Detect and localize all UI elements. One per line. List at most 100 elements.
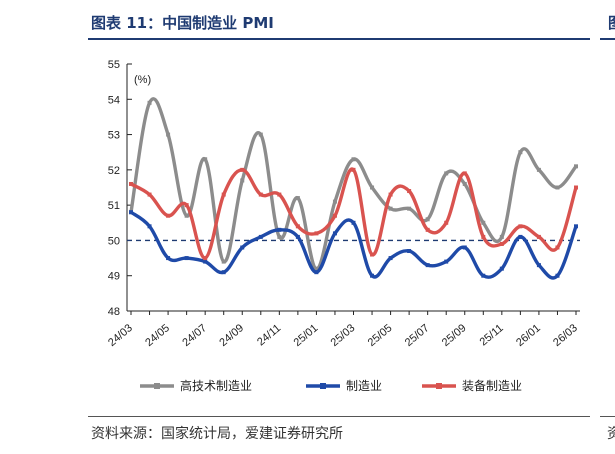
series-lines — [129, 97, 578, 280]
x-tick-label: 24/11 — [255, 322, 283, 348]
data-point-high-tech-manufacturing — [221, 259, 226, 264]
data-point-manufacturing — [277, 227, 282, 232]
data-point-equipment-manufacturing — [184, 203, 189, 208]
data-point-manufacturing — [147, 224, 152, 229]
x-tick-label: 24/03 — [106, 322, 135, 349]
data-point-high-tech-manufacturing — [184, 213, 189, 218]
source-rule — [88, 416, 590, 417]
data-point-high-tech-manufacturing — [295, 196, 300, 201]
y-tick-label: 53 — [108, 130, 120, 142]
data-point-high-tech-manufacturing — [499, 234, 504, 239]
data-point-manufacturing — [240, 245, 245, 250]
x-tick-label: 25/03 — [329, 322, 358, 349]
data-point-equipment-manufacturing — [332, 213, 337, 218]
data-point-high-tech-manufacturing — [258, 132, 263, 137]
x-tick-label: 25/07 — [403, 322, 432, 349]
data-point-manufacturing — [370, 273, 375, 278]
data-point-equipment-manufacturing — [407, 189, 412, 194]
data-point-high-tech-manufacturing — [332, 199, 337, 204]
legend-label-manufacturing: 制造业 — [346, 379, 382, 393]
data-point-manufacturing — [295, 234, 300, 239]
legend-marker-manufacturing — [320, 383, 326, 389]
data-point-high-tech-manufacturing — [444, 171, 449, 176]
data-point-equipment-manufacturing — [370, 252, 375, 257]
data-point-manufacturing — [444, 259, 449, 264]
data-point-manufacturing — [258, 234, 263, 239]
legend-label-equipment-manufacturing: 装备制造业 — [462, 379, 522, 393]
x-tick-label: 24/09 — [217, 322, 246, 349]
legend: 高技术制造业 制造业 装备制造业 — [140, 378, 522, 393]
y-tick-label: 54 — [108, 94, 120, 106]
y-axis-unit-label: (%) — [134, 74, 151, 86]
y-tick-label: 49 — [108, 271, 120, 283]
data-point-equipment-manufacturing — [203, 256, 208, 261]
data-point-equipment-manufacturing — [518, 224, 523, 229]
x-tick-label: 25/05 — [366, 322, 395, 349]
source-note: 资料来源：国家统计局，爱建证券研究所 — [91, 426, 343, 442]
data-point-equipment-manufacturing — [166, 213, 171, 218]
data-point-manufacturing — [351, 220, 356, 225]
data-point-high-tech-manufacturing — [240, 178, 245, 183]
x-tick-label: 25/11 — [478, 322, 506, 348]
data-point-high-tech-manufacturing — [277, 234, 282, 239]
y-tick-label: 48 — [108, 306, 120, 318]
data-point-equipment-manufacturing — [388, 192, 393, 197]
next-figure-source-rule — [600, 416, 615, 417]
data-point-equipment-manufacturing — [129, 181, 133, 186]
data-point-manufacturing — [536, 263, 541, 268]
data-point-equipment-manufacturing — [258, 192, 263, 197]
data-point-manufacturing — [499, 266, 504, 271]
x-tick-label: 26/01 — [514, 322, 543, 349]
data-point-high-tech-manufacturing — [166, 132, 171, 137]
data-point-equipment-manufacturing — [277, 192, 282, 197]
data-point-high-tech-manufacturing — [425, 217, 430, 222]
data-point-high-tech-manufacturing — [388, 206, 393, 211]
y-tick-label: 52 — [108, 165, 120, 177]
data-point-equipment-manufacturing — [295, 224, 300, 229]
data-point-high-tech-manufacturing — [314, 266, 319, 271]
x-tick-label: 24/05 — [143, 322, 172, 349]
data-point-high-tech-manufacturing — [574, 164, 578, 169]
legend-marker-equipment-manufacturing — [436, 383, 442, 389]
y-tick-label: 50 — [108, 235, 120, 247]
series-manufacturing — [129, 210, 578, 280]
data-point-equipment-manufacturing — [314, 231, 319, 236]
data-point-high-tech-manufacturing — [147, 100, 152, 105]
data-point-equipment-manufacturing — [221, 192, 226, 197]
data-point-manufacturing — [462, 245, 467, 250]
data-point-manufacturing — [518, 234, 523, 239]
data-point-equipment-manufacturing — [481, 234, 486, 239]
data-point-manufacturing — [314, 270, 319, 275]
data-point-equipment-manufacturing — [499, 241, 504, 246]
data-point-high-tech-manufacturing — [407, 206, 412, 211]
data-point-equipment-manufacturing — [444, 220, 449, 225]
x-tick-label: 25/09 — [440, 322, 469, 349]
data-point-high-tech-manufacturing — [518, 150, 523, 155]
data-point-high-tech-manufacturing — [536, 167, 541, 172]
series-high-tech-manufacturing — [129, 97, 578, 271]
x-tick-label: 26/03 — [551, 322, 580, 349]
data-point-equipment-manufacturing — [555, 245, 560, 250]
data-point-high-tech-manufacturing — [203, 157, 208, 162]
series-equipment-manufacturing — [129, 167, 578, 261]
next-figure-source-fragment: 资 — [607, 426, 615, 442]
data-point-manufacturing — [388, 256, 393, 261]
next-figure-title-fragment: 图 — [608, 12, 615, 33]
legend-marker-high-tech-manufacturing — [154, 383, 160, 389]
y-tick-label: 51 — [108, 200, 120, 212]
x-tick-label: 24/07 — [180, 322, 209, 349]
data-point-high-tech-manufacturing — [481, 220, 486, 225]
data-point-manufacturing — [332, 231, 337, 236]
data-point-manufacturing — [481, 273, 486, 278]
data-point-equipment-manufacturing — [147, 192, 152, 197]
data-point-manufacturing — [184, 256, 189, 261]
x-tick-label: 25/01 — [292, 322, 321, 349]
data-point-manufacturing — [129, 210, 133, 215]
data-point-equipment-manufacturing — [240, 167, 245, 172]
data-point-equipment-manufacturing — [574, 185, 578, 190]
data-point-manufacturing — [166, 256, 171, 261]
data-point-manufacturing — [574, 224, 578, 229]
data-point-high-tech-manufacturing — [370, 185, 375, 190]
title-rule — [88, 38, 590, 40]
